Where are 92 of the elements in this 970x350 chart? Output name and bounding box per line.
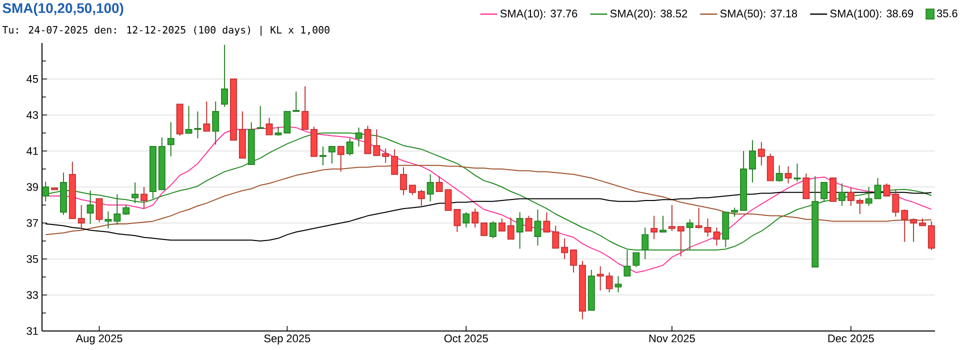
candlestick bbox=[292, 91, 300, 112]
candlestick bbox=[436, 176, 443, 192]
chart-subtitle: Tu: 24-07-2025 den: 12-12-2025 (100 days) | KL x 1,000 bbox=[2, 26, 330, 36]
candlestick bbox=[104, 210, 112, 229]
candlestick bbox=[507, 217, 514, 240]
legend-label: SMA(10): 37.76 bbox=[500, 9, 578, 20]
candlestick bbox=[606, 272, 613, 293]
candlestick bbox=[256, 105, 264, 129]
candlestick bbox=[114, 194, 121, 226]
candlestick bbox=[400, 166, 407, 196]
candlestick bbox=[614, 276, 622, 293]
candlestick bbox=[480, 222, 488, 236]
candlestick bbox=[910, 218, 918, 242]
candlestick bbox=[462, 212, 470, 228]
candlestick bbox=[865, 186, 872, 206]
candlestick bbox=[668, 204, 676, 232]
legend-label: SMA(20): 38.52 bbox=[610, 9, 688, 20]
candlestick bbox=[319, 146, 326, 166]
candlestick bbox=[516, 212, 524, 250]
candlestick bbox=[408, 184, 416, 196]
candlestick bbox=[650, 215, 658, 240]
candlestick bbox=[820, 182, 828, 202]
candlestick bbox=[892, 189, 900, 218]
x-tick-label: Nov 2025 bbox=[649, 334, 695, 342]
candlestick bbox=[454, 209, 461, 232]
candlestick bbox=[776, 164, 783, 182]
candlestick bbox=[122, 204, 130, 216]
candlestick bbox=[346, 138, 354, 156]
candlestick bbox=[302, 86, 309, 130]
candlestick bbox=[802, 173, 810, 200]
y-tick-label: 39 bbox=[26, 183, 38, 191]
candlestick bbox=[382, 148, 390, 164]
candlestick bbox=[928, 220, 935, 250]
legend-label: 35.6 bbox=[936, 10, 958, 18]
candlestick bbox=[525, 215, 532, 232]
candlestick bbox=[596, 266, 604, 291]
candlestick bbox=[794, 163, 801, 182]
candlestick bbox=[284, 110, 291, 134]
candlestick bbox=[444, 189, 452, 211]
y-tick-label: 37 bbox=[26, 219, 38, 227]
y-tick-label: 33 bbox=[26, 291, 38, 299]
candlestick bbox=[838, 182, 846, 206]
candlestick bbox=[426, 174, 434, 202]
candlestick bbox=[185, 105, 192, 134]
candlestick bbox=[748, 140, 756, 183]
candlestick bbox=[132, 182, 139, 204]
candlestick bbox=[391, 148, 398, 175]
candlestick bbox=[883, 182, 890, 196]
candlestick bbox=[86, 190, 94, 224]
candlestick bbox=[677, 226, 684, 257]
candlestick bbox=[561, 238, 568, 260]
y-tick-label: 35 bbox=[26, 255, 38, 263]
x-tick-label: Sep 2025 bbox=[264, 334, 310, 344]
candlestick bbox=[337, 146, 344, 172]
candlestick bbox=[713, 227, 720, 246]
candlestick bbox=[328, 146, 336, 164]
candlestick bbox=[784, 166, 792, 184]
candlestick bbox=[874, 178, 882, 200]
candlestick bbox=[96, 198, 103, 223]
y-tick-label: 41 bbox=[26, 147, 38, 155]
candlestick bbox=[194, 110, 202, 139]
candlestick bbox=[418, 189, 425, 206]
chart-title: SMA(10,20,50,100) bbox=[2, 2, 124, 16]
candlestick bbox=[373, 128, 380, 156]
candlestick bbox=[489, 220, 496, 239]
candlestick bbox=[212, 100, 220, 146]
candlestick bbox=[498, 218, 506, 232]
candlestick bbox=[660, 215, 666, 232]
candlestick bbox=[758, 141, 765, 166]
candlestick bbox=[901, 209, 908, 242]
y-tick-label: 43 bbox=[26, 111, 38, 119]
y-tick-label: 45 bbox=[26, 75, 38, 83]
candlestick bbox=[534, 209, 542, 246]
candlestick bbox=[140, 186, 148, 210]
candlestick bbox=[856, 198, 864, 214]
candlestick bbox=[830, 178, 836, 202]
candlestick bbox=[203, 100, 210, 132]
candlestick bbox=[552, 225, 560, 249]
candlestick bbox=[847, 187, 854, 206]
candlestick bbox=[78, 204, 85, 230]
candlestick bbox=[266, 117, 273, 136]
candlestick bbox=[472, 208, 479, 228]
x-tick-label: Aug 2025 bbox=[76, 334, 122, 344]
candlestick bbox=[570, 250, 578, 273]
candlestick bbox=[543, 212, 550, 232]
candlestick bbox=[167, 122, 174, 157]
x-tick-label: Oct 2025 bbox=[444, 334, 488, 342]
candlestick bbox=[221, 44, 228, 108]
legend-label: SMA(100): 38.69 bbox=[830, 9, 914, 20]
legend-label: SMA(50): 37.18 bbox=[720, 9, 798, 20]
y-tick-label: 31 bbox=[26, 327, 38, 335]
x-tick-label: Dec 2025 bbox=[828, 334, 874, 342]
